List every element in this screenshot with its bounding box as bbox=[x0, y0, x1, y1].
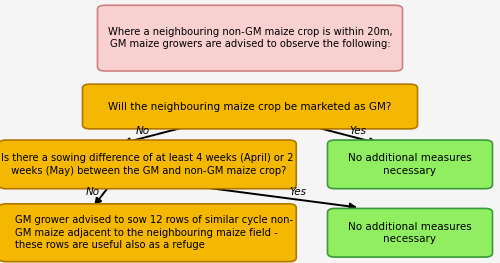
Text: Is there a sowing difference of at least 4 weeks (April) or 2
 weeks (May) betwe: Is there a sowing difference of at least… bbox=[1, 153, 294, 176]
Text: Where a neighbouring non-GM maize crop is within 20m,
GM maize growers are advis: Where a neighbouring non-GM maize crop i… bbox=[108, 27, 393, 49]
FancyBboxPatch shape bbox=[0, 140, 296, 189]
FancyBboxPatch shape bbox=[82, 84, 417, 129]
FancyBboxPatch shape bbox=[328, 140, 492, 189]
Text: No additional measures
necessary: No additional measures necessary bbox=[348, 221, 472, 244]
FancyBboxPatch shape bbox=[328, 208, 492, 257]
Text: No: No bbox=[136, 126, 149, 136]
Text: Will the neighbouring maize crop be marketed as GM?: Will the neighbouring maize crop be mark… bbox=[108, 102, 392, 112]
Text: Yes: Yes bbox=[349, 126, 366, 136]
Text: GM grower advised to sow 12 rows of similar cycle non-
GM maize adjacent to the : GM grower advised to sow 12 rows of simi… bbox=[16, 215, 293, 250]
FancyBboxPatch shape bbox=[0, 204, 296, 262]
Text: No additional measures
necessary: No additional measures necessary bbox=[348, 153, 472, 176]
Text: No: No bbox=[86, 187, 100, 197]
FancyBboxPatch shape bbox=[98, 5, 403, 71]
Text: Yes: Yes bbox=[289, 187, 306, 197]
